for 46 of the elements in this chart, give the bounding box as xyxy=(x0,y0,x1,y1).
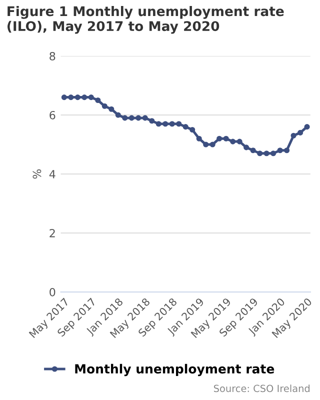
point xyxy=(304,124,310,130)
point xyxy=(149,118,155,124)
point xyxy=(128,115,134,121)
point xyxy=(290,132,296,138)
point xyxy=(156,121,162,127)
y-axis-title: % xyxy=(32,169,42,179)
point xyxy=(236,138,242,144)
y-tick-label: 8 xyxy=(50,52,56,60)
point xyxy=(95,97,101,104)
point xyxy=(142,115,148,121)
point xyxy=(277,148,283,154)
point xyxy=(61,94,67,100)
point xyxy=(102,103,108,109)
point xyxy=(82,94,88,100)
point xyxy=(264,150,270,156)
point xyxy=(88,94,94,100)
point xyxy=(298,130,304,136)
point xyxy=(196,136,202,142)
point xyxy=(210,142,216,148)
point xyxy=(244,144,250,150)
source-note: Source: CSO Ireland xyxy=(214,384,310,392)
point xyxy=(162,121,168,127)
point xyxy=(182,124,188,130)
point xyxy=(169,121,175,127)
y-tick-label: 2 xyxy=(50,228,55,238)
legend-label: Monthly unemployment rate xyxy=(75,364,274,376)
point xyxy=(270,150,276,156)
point xyxy=(122,115,128,121)
y-tick-label: 4 xyxy=(49,170,56,178)
point xyxy=(190,126,196,133)
point xyxy=(68,94,74,100)
point xyxy=(230,138,236,144)
point xyxy=(74,94,80,100)
y-tick-label: 6 xyxy=(50,110,56,120)
point xyxy=(136,115,142,121)
point xyxy=(223,136,229,142)
point xyxy=(108,106,114,112)
chart-title: Figure 1 Monthly unemployment rate (ILO), May 2017 to May 2020 xyxy=(8,6,284,34)
y-tick-label: 0 xyxy=(50,288,56,296)
point xyxy=(115,112,121,118)
point xyxy=(250,148,256,154)
point xyxy=(257,150,263,156)
point xyxy=(176,121,182,127)
point xyxy=(203,142,209,148)
point xyxy=(216,136,222,142)
point xyxy=(284,148,290,154)
